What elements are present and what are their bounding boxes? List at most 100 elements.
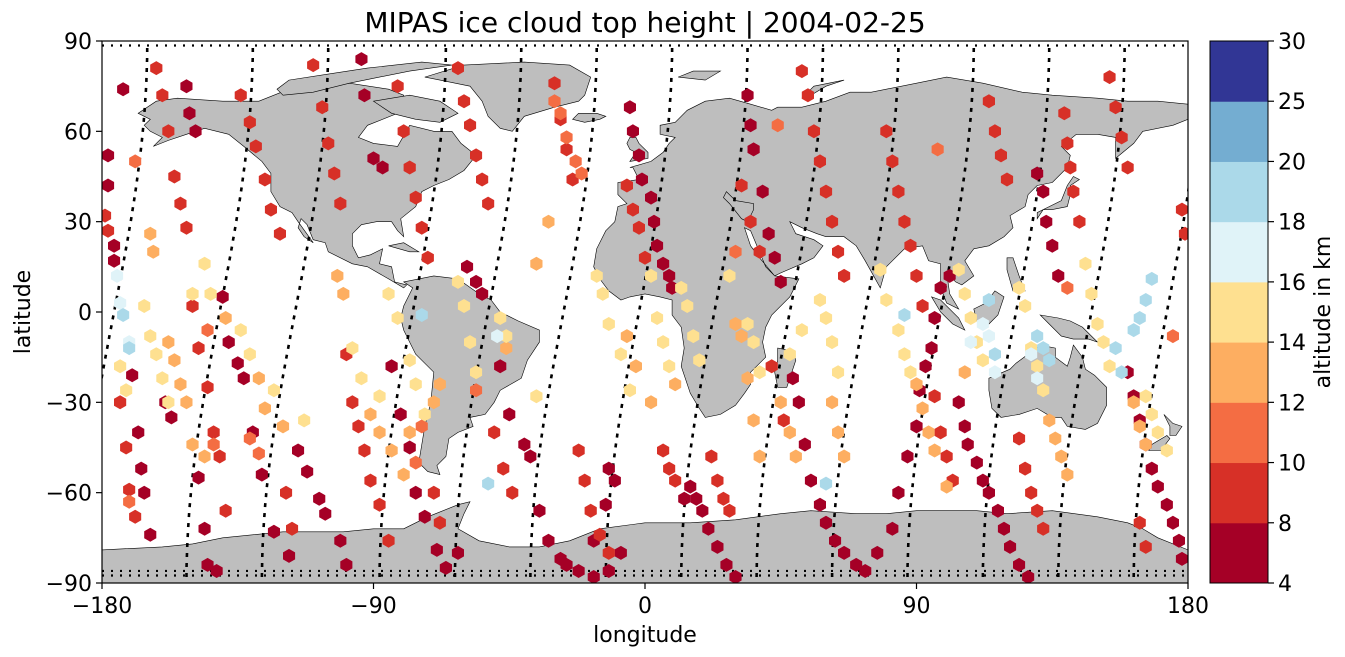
cloud-point [693,353,706,368]
cloud-point [219,503,232,518]
colorbar-segment [1210,101,1268,162]
cloud-point [364,407,377,422]
cloud-point [789,449,802,464]
cloud-point [874,262,887,277]
cloud-point [204,286,217,301]
cloud-point [1145,461,1158,476]
cloud-point [123,341,136,356]
cloud-point [608,473,621,488]
colorbar-segment [1210,281,1268,343]
cloud-point [207,437,220,452]
x-tick-label: −180 [72,594,132,619]
cloud-point [1145,271,1158,286]
cloud-point [518,437,531,452]
cloud-point [213,449,226,464]
cloud-point [415,220,428,235]
cloud-point [804,473,817,488]
cloud-point [925,341,938,356]
cloud-point [355,371,368,386]
cloud-point [409,377,422,392]
cloud-point [1013,431,1026,446]
cloud-point [645,395,658,410]
cloud-point [1043,413,1056,428]
cloud-point [795,323,808,338]
cloud-point [1031,166,1044,181]
cloud-point [286,521,299,536]
land-svalbard [678,70,722,81]
cloud-point [430,542,443,557]
colorbar-segment [1210,522,1268,584]
cloud-point [385,359,398,374]
cloud-point [632,220,645,235]
cloud-point [249,139,262,154]
cloud-point [186,437,199,452]
cloud-point [346,341,359,356]
cloud-point [747,335,760,350]
cloud-point [753,365,766,380]
cloud-point [711,539,724,554]
cloud-point [1058,106,1071,121]
cloud-point [192,470,205,485]
cloud-point [186,286,199,301]
cloud-point [982,485,995,500]
cloud-point [283,548,296,563]
cloud-point [482,476,495,491]
cloud-point [928,389,941,404]
cloud-point [988,124,1001,139]
cloud-point [1031,371,1044,386]
cloud-point [273,226,286,241]
colorbar-tick-label: 18 [1278,211,1306,236]
cloud-point [651,238,664,253]
cloud-point [1000,172,1014,187]
cloud-point [243,431,256,446]
cloud-point [554,106,567,121]
cloud-point [596,286,609,301]
cloud-point [774,274,787,289]
cloud-point [231,356,244,371]
cloud-point [838,545,851,560]
cloud-point [1031,329,1044,344]
cloud-point [958,365,971,380]
cloud-point [599,497,612,512]
cloud-point [298,413,311,428]
cloud-point [252,446,265,461]
cloud-point [753,449,766,464]
cloud-point [735,329,748,344]
x-tick-label: 180 [1167,594,1209,619]
cloud-point [711,473,724,488]
cloud-point [1103,70,1116,85]
cloud-point [669,473,682,488]
cloud-point [602,461,615,476]
cloud-point [186,299,199,313]
cloud-point [530,389,543,404]
cloud-point [638,250,652,265]
cloud-point [1013,280,1026,295]
cloud-point [892,485,905,500]
cloud-point [530,256,543,271]
cloud-point [102,223,115,238]
cloud-point [1085,286,1098,301]
cloud-point [382,286,395,301]
cloud-point [578,473,591,488]
colorbar-segment [1210,41,1268,102]
cloud-point [373,497,386,512]
y-tick-label: −90 [46,572,92,597]
cloud-point [729,244,742,259]
cloud-point [1151,479,1164,494]
cloud-point [376,160,389,175]
cloud-point [626,124,639,139]
land-north-america [137,82,477,289]
y-tick-label: 30 [64,211,92,236]
cloud-point [415,308,428,322]
cloud-point [385,443,398,458]
cloud-point [832,244,845,259]
cloud-point [470,148,483,163]
cloud-point [916,299,929,313]
cloud-point [189,124,202,139]
cloud-point [1166,329,1179,344]
cloud-point [1079,256,1092,271]
cloud-point [168,353,181,368]
cloud-point [657,443,670,458]
colorbar-tick-label: 12 [1278,391,1306,416]
cloud-point [602,564,615,578]
